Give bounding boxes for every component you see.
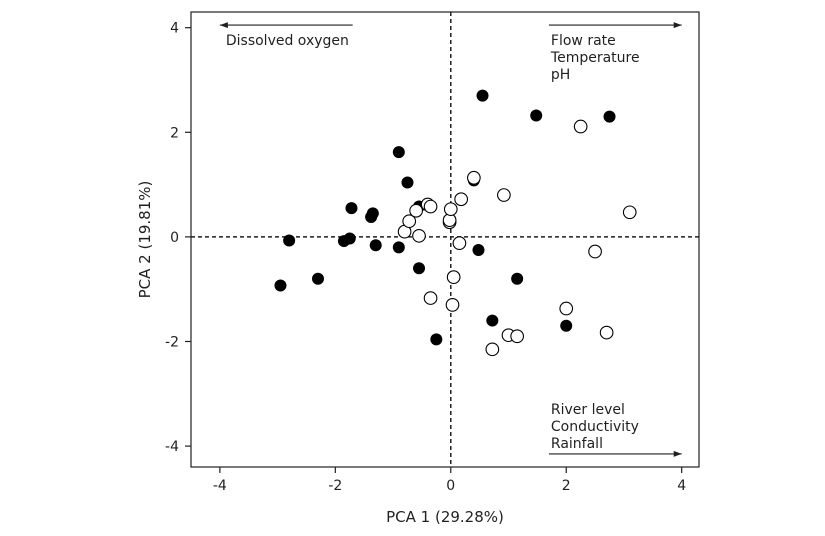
filled-point bbox=[486, 314, 499, 327]
filled-point bbox=[345, 202, 358, 215]
filled-point bbox=[511, 272, 524, 285]
x-tick-label: 0 bbox=[446, 478, 455, 494]
filled-point bbox=[392, 241, 405, 254]
open-point bbox=[510, 329, 525, 344]
open-point bbox=[485, 342, 500, 357]
plot-frame bbox=[190, 11, 700, 468]
annotation-label: Rainfall bbox=[551, 436, 603, 452]
filled-point bbox=[530, 109, 543, 122]
open-point bbox=[423, 291, 438, 305]
y-tick-label: -4 bbox=[165, 439, 179, 455]
filled-point bbox=[603, 110, 616, 123]
open-point bbox=[452, 236, 467, 251]
open-point bbox=[446, 270, 461, 285]
open-point bbox=[454, 192, 469, 207]
open-point bbox=[412, 228, 426, 243]
open-point bbox=[443, 202, 458, 217]
reference-lines bbox=[191, 12, 699, 467]
y-axis-title: PCA 2 (19.81%) bbox=[136, 181, 154, 299]
open-point bbox=[559, 301, 574, 316]
annotation-arrowhead bbox=[673, 450, 682, 457]
annotation-arrowhead bbox=[219, 22, 228, 29]
annotation-label: Dissolved oxygen bbox=[226, 33, 349, 49]
x-tick-label: -2 bbox=[328, 478, 342, 494]
x-tick-label: 4 bbox=[677, 478, 686, 494]
annotation-label: pH bbox=[551, 67, 570, 83]
filled-point bbox=[413, 262, 426, 275]
filled-point bbox=[366, 207, 379, 220]
x-tick-label: -4 bbox=[213, 478, 227, 494]
y-tick-label: 2 bbox=[170, 125, 179, 141]
x-axis-title: PCA 1 (29.28%) bbox=[386, 508, 504, 526]
y-tick-label: -2 bbox=[165, 334, 179, 350]
open-point bbox=[467, 170, 481, 185]
filled-point bbox=[430, 333, 443, 346]
annotation-label: Flow rate bbox=[551, 33, 616, 49]
open-point bbox=[622, 205, 637, 220]
open-point bbox=[588, 244, 602, 259]
filled-point bbox=[274, 279, 287, 292]
filled-point bbox=[401, 176, 414, 189]
annotation-label: River level bbox=[551, 402, 625, 418]
filled-point bbox=[560, 319, 573, 332]
filled-point bbox=[312, 272, 324, 285]
open-point bbox=[402, 214, 417, 229]
x-axis: -4 -2 0 2 4 bbox=[213, 467, 686, 494]
filled-point bbox=[392, 146, 405, 159]
y-tick-label: 4 bbox=[170, 21, 179, 37]
filled-point bbox=[283, 234, 296, 247]
open-point bbox=[497, 188, 511, 202]
open-point bbox=[573, 119, 588, 134]
open-point bbox=[409, 203, 423, 218]
annotation-arrowhead bbox=[673, 22, 682, 29]
y-axis: -4 -2 0 2 4 bbox=[165, 21, 191, 455]
x-tick-label: 2 bbox=[562, 478, 571, 494]
open-point bbox=[599, 325, 614, 340]
data-points bbox=[274, 89, 637, 357]
filled-point bbox=[369, 239, 382, 252]
y-tick-label: 0 bbox=[170, 230, 179, 246]
annotation-label: Temperature bbox=[550, 50, 640, 66]
open-point bbox=[423, 199, 438, 214]
open-point bbox=[445, 298, 460, 312]
filled-point bbox=[472, 243, 485, 256]
annotation-label: Conductivity bbox=[551, 419, 639, 435]
filled-point bbox=[476, 89, 489, 102]
filled-point bbox=[343, 232, 356, 245]
